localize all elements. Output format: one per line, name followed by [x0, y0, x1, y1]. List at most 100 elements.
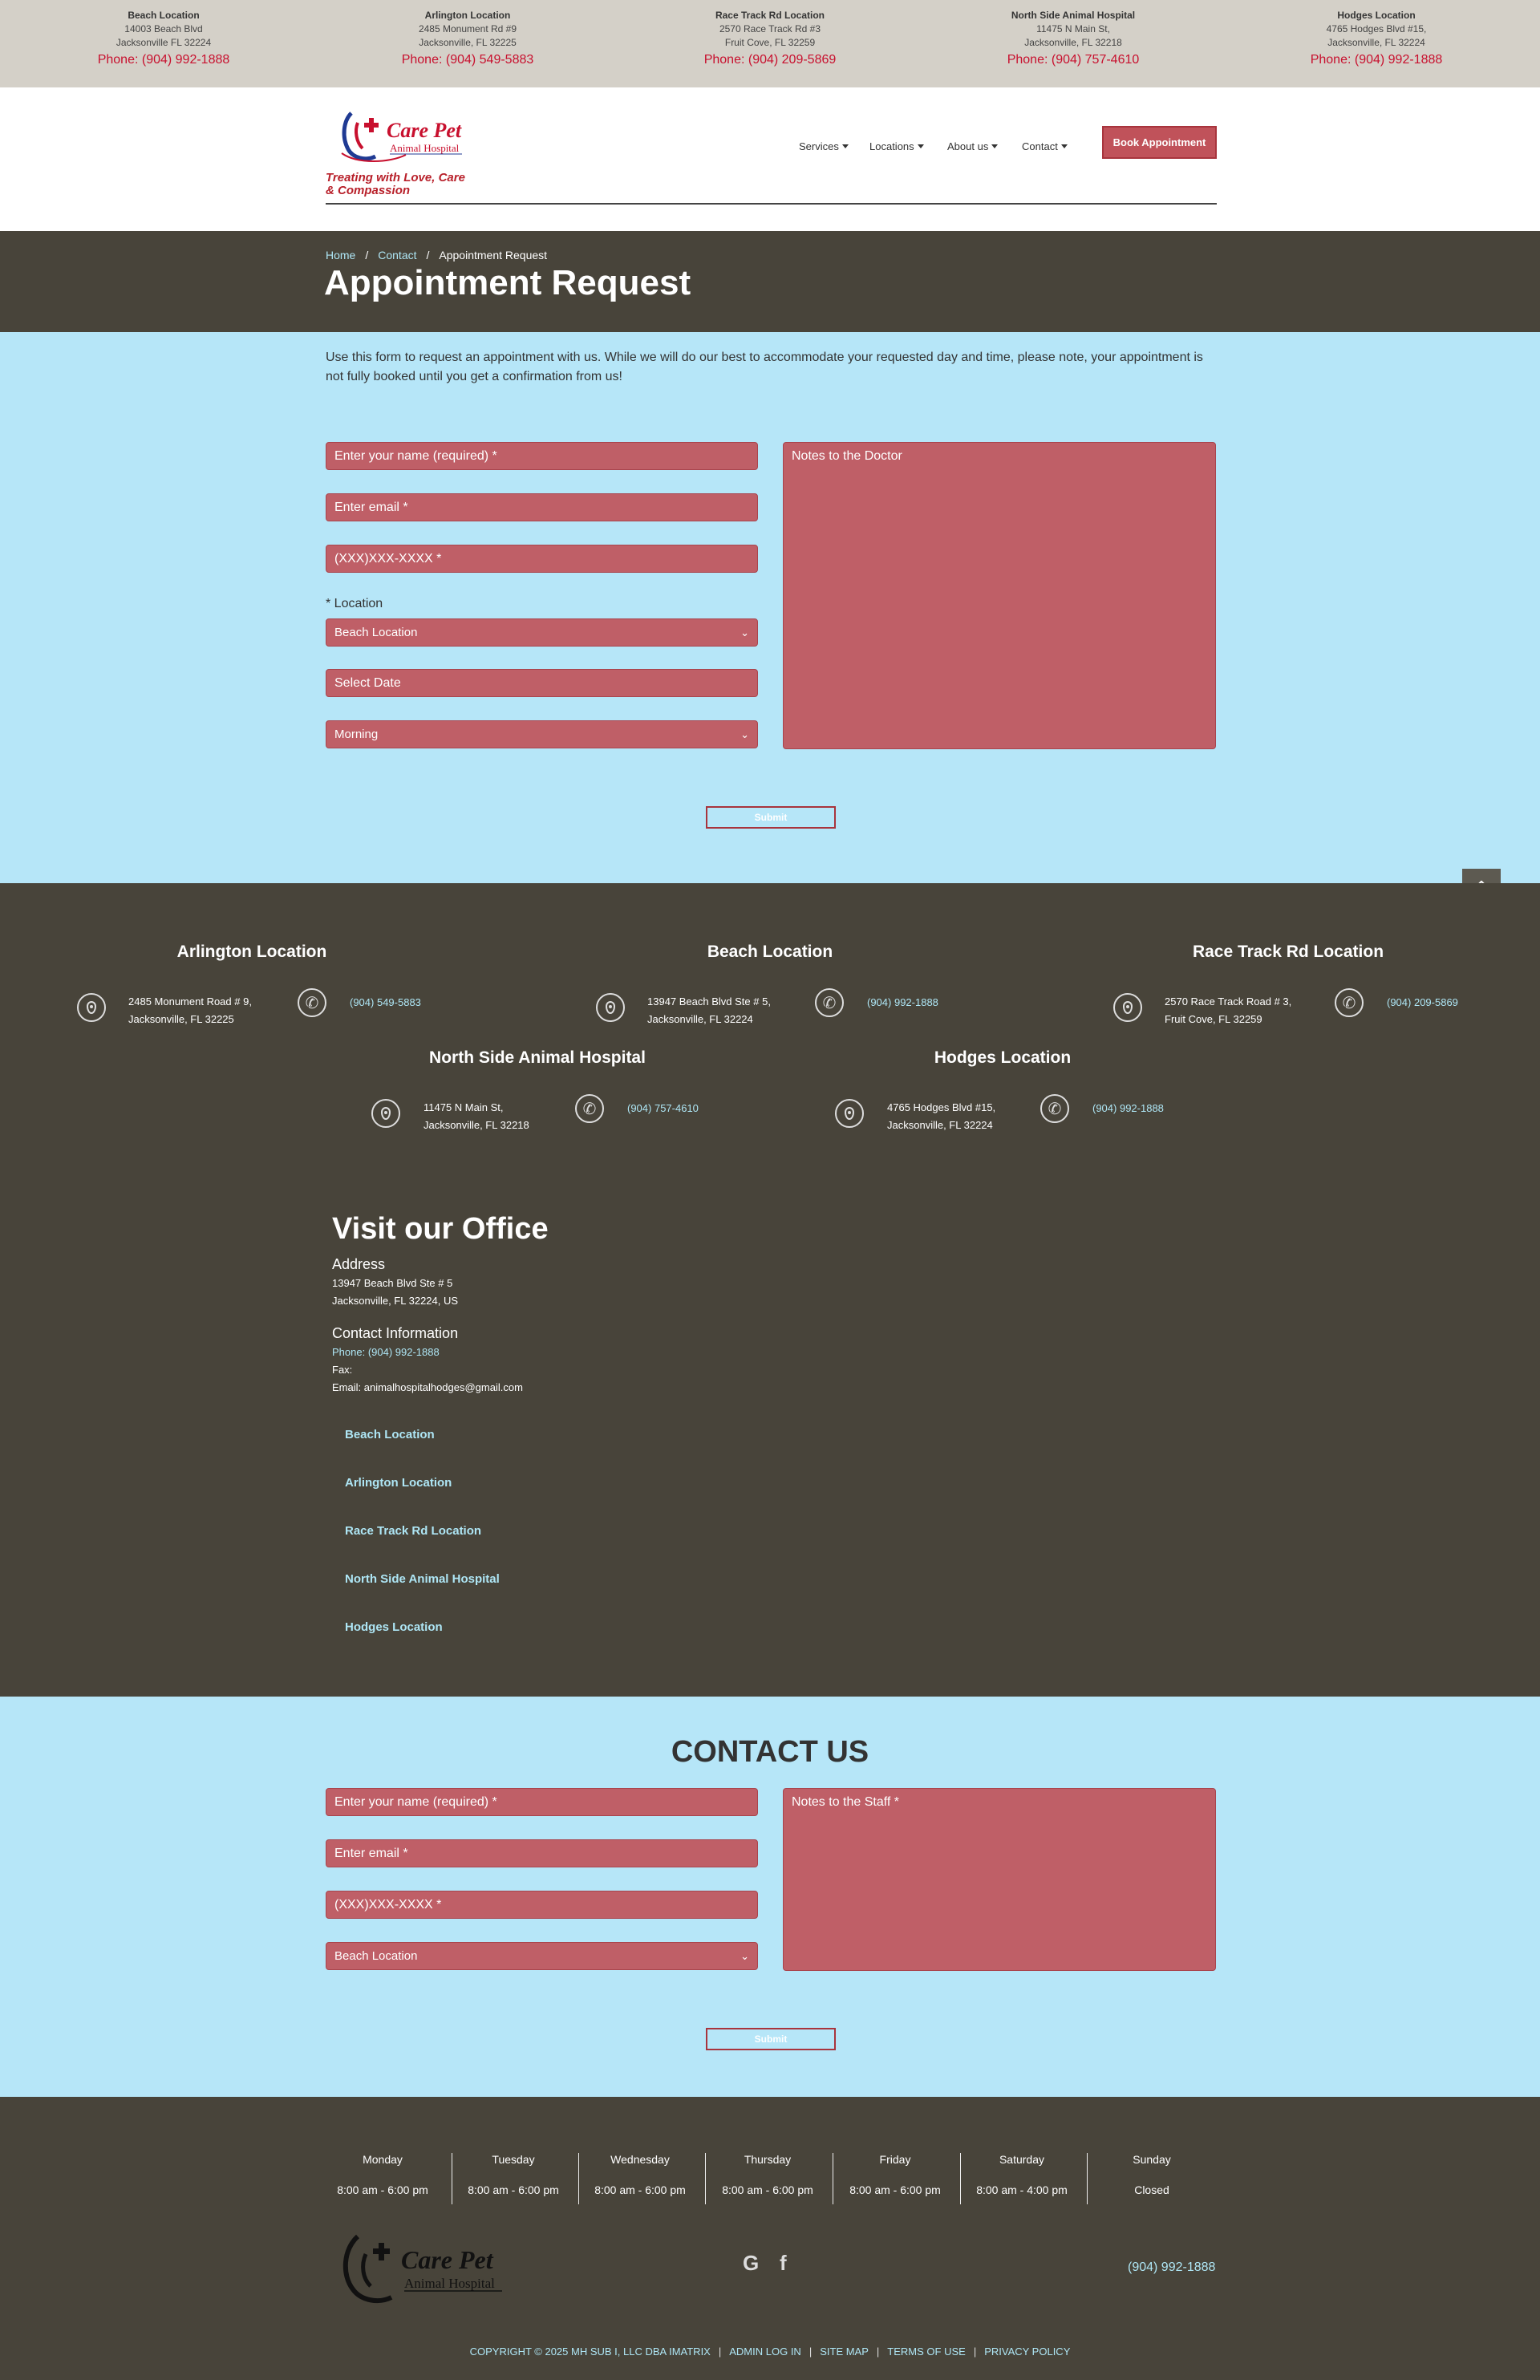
top-location-address: 11475 N Main St,: [1036, 23, 1110, 34]
book-appointment-button[interactable]: Book Appointment: [1102, 126, 1217, 159]
name-input[interactable]: Enter your name (required) *: [326, 442, 758, 470]
hours-time: 8:00 am - 6:00 pm: [468, 2183, 559, 2196]
office-fax: Fax:: [332, 1364, 353, 1376]
office-address-line: Jacksonville, FL 32224, US: [332, 1295, 459, 1307]
nav-contact[interactable]: Contact: [1022, 140, 1068, 152]
map-pin-icon: [371, 1099, 400, 1128]
location-phone[interactable]: (904) 757-4610: [627, 1102, 699, 1114]
office-link-arlington[interactable]: Arlington Location: [345, 1476, 452, 1490]
breadcrumb-contact[interactable]: Contact: [378, 249, 417, 262]
admin-login-link[interactable]: ADMIN LOG IN: [729, 2346, 801, 2358]
footer-phone[interactable]: (904) 992-1888: [1128, 2260, 1216, 2274]
office-phone[interactable]: Phone: (904) 992-1888: [332, 1344, 523, 1361]
appointment-submit-button[interactable]: Submit: [706, 806, 836, 829]
footer-logo-graphic: Care Pet Animal Hospital: [342, 2234, 502, 2304]
location-phone[interactable]: (904) 209-5869: [1387, 996, 1458, 1008]
top-location-phone[interactable]: Phone: (904) 549-5883: [401, 53, 534, 67]
locations-section: Arlington Location 2485 Monument Road # …: [0, 883, 1540, 1697]
terms-link[interactable]: TERMS OF USE: [887, 2346, 966, 2358]
hours-time: 8:00 am - 4:00 pm: [976, 2183, 1068, 2196]
email-input[interactable]: Enter email *: [326, 493, 758, 521]
office-contact-info: Phone: (904) 992-1888 Fax: Email: animal…: [332, 1344, 523, 1397]
facebook-icon[interactable]: f: [780, 2251, 787, 2275]
location-address: 11475 N Main St, Jacksonville, FL 32218: [424, 1099, 529, 1134]
nav-contact-label: Contact: [1022, 140, 1058, 152]
chevron-down-icon: ⌄: [740, 626, 749, 639]
footer-logo[interactable]: Care Pet Animal Hospital: [334, 2230, 510, 2306]
phone-input[interactable]: (XXX)XXX-XXXX *: [326, 545, 758, 573]
office-link-beach[interactable]: Beach Location: [345, 1428, 435, 1441]
nav-about[interactable]: About us: [947, 140, 999, 152]
brand-tagline: Treating with Love, Care & Compassion: [326, 172, 486, 197]
office-contact-label: Contact Information: [332, 1325, 459, 1341]
nav-locations[interactable]: Locations: [869, 140, 924, 152]
contact-location-value: Beach Location: [334, 1949, 418, 1963]
address-line: 11475 N Main St,: [424, 1101, 504, 1113]
location-select[interactable]: Beach Location ⌄: [326, 618, 758, 647]
hours-day: Thursday: [744, 2153, 792, 2166]
location-phone[interactable]: (904) 992-1888: [1092, 1102, 1164, 1114]
logo-text-main: Care Pet: [387, 119, 462, 142]
phone-icon: ✆: [575, 1094, 604, 1123]
tagline-line-1: Treating with Love, Care: [326, 171, 465, 184]
top-location-city: Jacksonville, FL 32224: [1327, 37, 1425, 48]
nav-locations-label: Locations: [869, 140, 914, 152]
contact-name-input[interactable]: Enter your name (required) *: [326, 1788, 758, 1816]
contact-phone-input[interactable]: (XXX)XXX-XXXX *: [326, 1891, 758, 1919]
google-icon[interactable]: G: [743, 2251, 760, 2275]
location-title: North Side Animal Hospital: [429, 1048, 646, 1067]
address-line: Jacksonville, FL 32225: [128, 1013, 234, 1025]
location-title: Beach Location: [707, 943, 833, 961]
address-line: 2570 Race Track Road # 3,: [1165, 995, 1292, 1008]
location-label: * Location: [326, 597, 383, 610]
office-phone-label: Phone:: [332, 1346, 366, 1358]
office-link-race-track[interactable]: Race Track Rd Location: [345, 1524, 482, 1538]
top-location-phone[interactable]: Phone: (904) 757-4610: [1007, 53, 1140, 67]
top-location-city: Jacksonville, FL 32225: [419, 37, 517, 48]
top-location-address: 4765 Hodges Blvd #15,: [1326, 23, 1427, 34]
copyright-text: COPYRIGHT © 2025 MH SUB I, LLC DBA IMATR…: [469, 2346, 711, 2358]
top-location-address: 2570 Race Track Rd #3: [719, 23, 821, 34]
breadcrumb-home[interactable]: Home: [326, 249, 356, 262]
contact-location-select[interactable]: Beach Location ⌄: [326, 1942, 758, 1970]
top-location-phone[interactable]: Phone: (904) 209-5869: [703, 53, 837, 67]
hours-time: Closed: [1134, 2183, 1169, 2196]
address-line: 2485 Monument Road # 9,: [128, 995, 252, 1008]
office-link-hodges[interactable]: Hodges Location: [345, 1620, 443, 1634]
top-location-phone[interactable]: Phone: (904) 992-1888: [97, 53, 230, 67]
top-location-phone[interactable]: Phone: (904) 992-1888: [1310, 53, 1443, 67]
top-location-beach: Beach Location 14003 Beach Blvd Jacksonv…: [43, 9, 284, 69]
office-email: Email: animalhospitalhodges@gmail.com: [332, 1381, 523, 1393]
site-map-link[interactable]: SITE MAP: [820, 2346, 869, 2358]
date-input[interactable]: Select Date: [326, 669, 758, 697]
privacy-link[interactable]: PRIVACY POLICY: [984, 2346, 1071, 2358]
time-select[interactable]: Morning ⌄: [326, 720, 758, 748]
nav-services[interactable]: Services: [799, 140, 849, 152]
address-line: Jacksonville, FL 32224: [887, 1119, 993, 1131]
top-location-address: 2485 Monument Rd #9: [418, 23, 517, 34]
breadcrumb: Home / Contact / Appointment Request: [326, 249, 547, 262]
footer-legal: COPYRIGHT © 2025 MH SUB I, LLC DBA IMATR…: [0, 2346, 1540, 2358]
location-address: 2570 Race Track Road # 3, Fruit Cove, FL…: [1165, 993, 1291, 1028]
location-phone[interactable]: (904) 992-1888: [867, 996, 938, 1008]
contact-submit-button[interactable]: Submit: [706, 2028, 836, 2050]
map-pin-icon: [1113, 993, 1142, 1022]
staff-notes-textarea[interactable]: Notes to the Staff *: [783, 1788, 1216, 1971]
contact-title: CONTACT US: [671, 1735, 869, 1769]
office-link-north-side[interactable]: North Side Animal Hospital: [345, 1572, 500, 1586]
map-pin-icon: [596, 993, 625, 1022]
location-phone[interactable]: (904) 549-5883: [350, 996, 421, 1008]
top-location-name: Beach Location: [128, 10, 200, 21]
site-logo[interactable]: Care Pet Animal Hospital: [334, 105, 470, 164]
appointment-intro: Use this form to request an appointment …: [326, 351, 1203, 383]
contact-email-input[interactable]: Enter email *: [326, 1839, 758, 1867]
office-address-line: 13947 Beach Blvd Ste # 5: [332, 1277, 453, 1289]
header-divider: [326, 203, 1217, 205]
phone-icon: ✆: [1040, 1094, 1069, 1123]
doctor-notes-textarea[interactable]: Notes to the Doctor: [783, 442, 1216, 749]
footer-separator: |: [718, 2346, 722, 2358]
map-pin-icon: [77, 993, 106, 1022]
office-phone-number: (904) 992-1888: [367, 1346, 440, 1358]
hours-day: Saturday: [999, 2153, 1045, 2166]
chevron-down-icon: ⌄: [740, 728, 749, 740]
